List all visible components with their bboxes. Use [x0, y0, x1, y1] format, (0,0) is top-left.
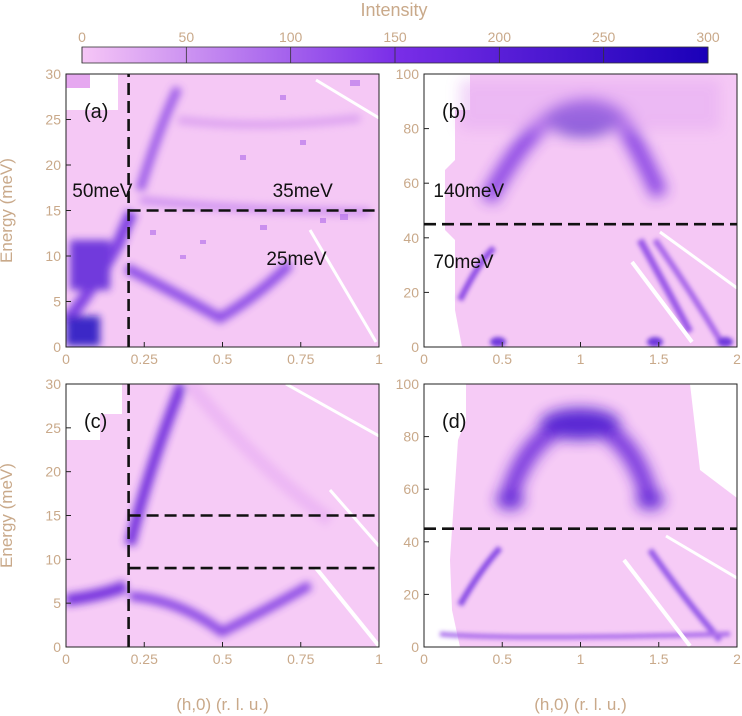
panel-d — [423, 383, 738, 648]
x-tick-label: 2 — [733, 651, 741, 667]
colorbar-tick-label: 50 — [179, 29, 195, 45]
y-tick-label: 40 — [403, 534, 419, 550]
colorbar-tick-label: 200 — [488, 29, 512, 45]
y-tick-label: 60 — [403, 481, 419, 497]
panel-label: (a) — [84, 101, 108, 123]
y-tick-label: 80 — [403, 121, 419, 137]
x-tick-label: 0 — [62, 651, 70, 667]
panel-label: (d) — [442, 411, 466, 433]
energy-annotation: 50meV — [72, 181, 133, 202]
colorbar: Intensity 0 50 100 150 200 250 300 — [78, 0, 720, 64]
x-tick-label: 0.75 — [287, 651, 314, 667]
y-tick-label: 25 — [45, 112, 61, 128]
y-tick-label: 15 — [45, 203, 61, 219]
y-axis-label: Energy (meV) — [0, 463, 16, 568]
panel-c-heatmap — [66, 384, 379, 647]
y-tick-label: 20 — [45, 464, 61, 480]
energy-annotation: 70meV — [433, 252, 494, 273]
x-tick-label: 0 — [420, 651, 428, 667]
y-tick-label: 30 — [45, 376, 61, 392]
y-tick-label: 10 — [45, 248, 61, 264]
x-tick-label: 1 — [577, 351, 585, 367]
y-tick-label: 0 — [53, 339, 61, 355]
y-tick-label: 0 — [53, 639, 61, 655]
x-axis-label: (h,0) (r. l. u.) — [176, 695, 269, 714]
y-tick-label: 60 — [403, 175, 419, 191]
y-tick-label: 0 — [411, 639, 419, 655]
x-tick-label: 2 — [733, 351, 741, 367]
colorbar-tick-label: 0 — [78, 29, 86, 45]
y-tick-label: 0 — [411, 339, 419, 355]
x-tick-label: 0.25 — [131, 351, 158, 367]
x-tick-label: 1.5 — [649, 351, 669, 367]
colorbar-tick-label: 300 — [696, 29, 720, 45]
panel-label: (b) — [442, 101, 466, 123]
x-tick-label: 0.5 — [213, 651, 233, 667]
energy-annotation: 25meV — [266, 249, 327, 270]
y-tick-label: 100 — [396, 66, 420, 82]
y-tick-label: 80 — [403, 429, 419, 445]
energy-annotation: 140meV — [433, 181, 504, 202]
y-tick-label: 30 — [45, 66, 61, 82]
colorbar-title: Intensity — [360, 0, 427, 20]
y-tick-label: 15 — [45, 508, 61, 524]
x-tick-label: 0 — [62, 351, 70, 367]
y-tick-label: 20 — [403, 284, 419, 300]
x-tick-label: 1 — [375, 351, 383, 367]
colorbar-tick-label: 150 — [383, 29, 407, 45]
energy-annotation: 35meV — [273, 181, 334, 202]
x-tick-label: 0.25 — [131, 651, 158, 667]
x-tick-label: 0 — [420, 351, 428, 367]
y-tick-label: 5 — [53, 595, 61, 611]
x-tick-label: 0.75 — [287, 351, 314, 367]
y-tick-label: 10 — [45, 551, 61, 567]
x-axis-label: (h,0) (r. l. u.) — [534, 695, 627, 714]
x-tick-label: 1 — [577, 651, 585, 667]
panel-a-heatmap — [66, 74, 379, 346]
y-axis-label: Energy (meV) — [0, 158, 16, 263]
colorbar-tick-label: 250 — [592, 29, 616, 45]
panel-b-heatmap — [424, 74, 737, 347]
y-tick-label: 20 — [403, 586, 419, 602]
y-tick-label: 20 — [45, 157, 61, 173]
x-tick-label: 1 — [375, 651, 383, 667]
y-tick-label: 25 — [45, 420, 61, 436]
x-tick-label: 0.5 — [213, 351, 233, 367]
x-tick-label: 0.5 — [493, 351, 513, 367]
panel-d-heatmap — [424, 384, 737, 647]
x-tick-label: 1.5 — [649, 651, 669, 667]
panel-b — [423, 73, 738, 348]
y-tick-label: 100 — [396, 376, 420, 392]
y-tick-label: 5 — [53, 294, 61, 310]
x-tick-label: 0.5 — [493, 651, 513, 667]
y-tick-label: 40 — [403, 230, 419, 246]
panel-label: (c) — [84, 411, 107, 433]
colorbar-tick-label: 100 — [279, 29, 303, 45]
